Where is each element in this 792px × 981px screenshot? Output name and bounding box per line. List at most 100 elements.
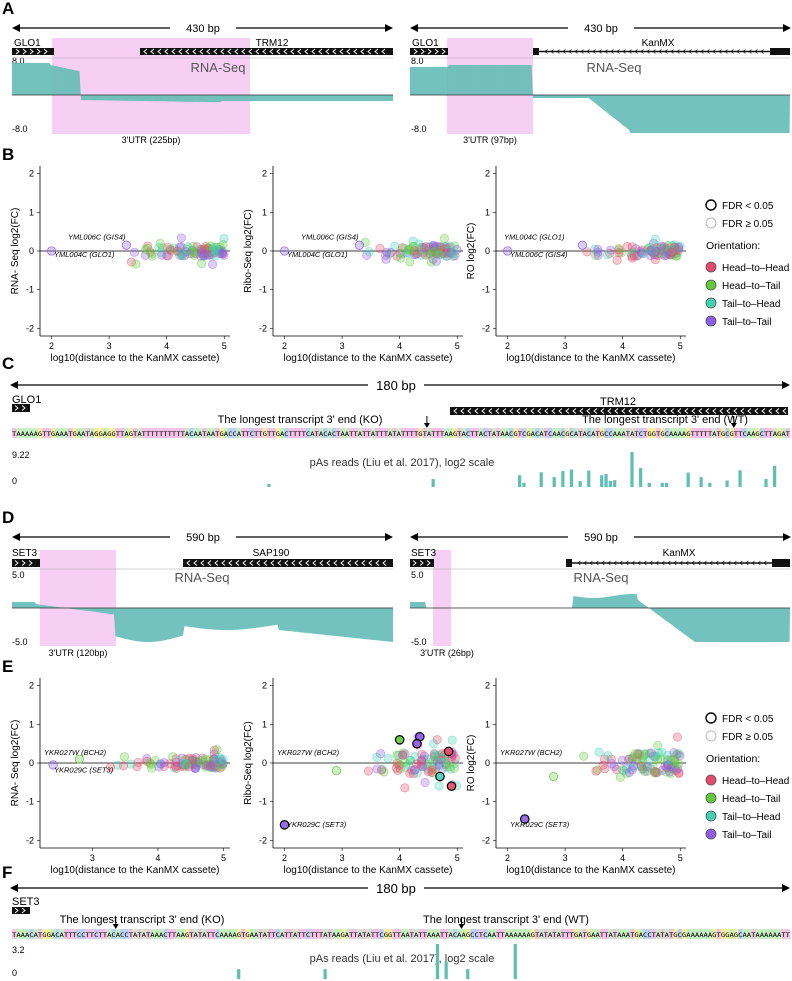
pas-bar <box>323 969 327 979</box>
pas-bar <box>600 475 604 487</box>
data-point <box>405 245 415 255</box>
chevron-left-icon <box>283 48 288 55</box>
data-point <box>119 752 130 762</box>
chevron-left-icon <box>199 48 204 55</box>
gene-annotation: YML006C (GIS4) <box>68 232 126 241</box>
chevron-left-icon <box>235 560 240 566</box>
base-cell <box>470 428 475 438</box>
ko-label-c: The longest transcript 3' end (KO) <box>218 414 383 426</box>
ymax-c: 9.22 <box>12 450 30 460</box>
data-point <box>420 777 430 788</box>
base-cell <box>141 929 147 939</box>
base-cell <box>85 929 90 939</box>
ymin-d-left: -5.0 <box>12 637 28 647</box>
base-cell <box>435 428 441 438</box>
base-cell <box>94 929 99 939</box>
ko-arrow-icon <box>112 924 119 929</box>
chevron-left-icon <box>667 560 671 566</box>
data-point <box>628 752 638 762</box>
data-point <box>375 243 385 254</box>
base-cell <box>530 929 536 939</box>
chevron-left-icon <box>150 48 155 55</box>
chevron-left-icon <box>721 560 725 566</box>
base-cell <box>738 929 743 939</box>
base-cell <box>81 929 86 939</box>
annotated-point <box>279 246 290 256</box>
chevron-left-icon <box>537 408 542 414</box>
pas-bar <box>630 452 634 487</box>
x-tick-label: 5 <box>678 853 683 863</box>
base-cell <box>435 929 441 939</box>
base-cell <box>522 428 527 438</box>
chevron-left-icon <box>381 48 386 55</box>
base-cell <box>517 428 523 438</box>
panel-label-b: B <box>2 145 14 164</box>
data-point <box>633 749 643 759</box>
data-point <box>657 241 667 251</box>
chevron-left-icon <box>495 408 500 414</box>
chevron-left-icon <box>467 408 472 414</box>
base-cell <box>232 428 237 438</box>
chevron-left-icon <box>374 48 379 55</box>
base-cell <box>249 929 255 939</box>
base-cell <box>651 428 657 438</box>
base-cell <box>336 428 341 438</box>
y-tick-label: -1 <box>259 797 267 807</box>
gene-label-sap190: SAP190 <box>253 548 290 559</box>
gene-annotation: YKR029C (SET3) <box>510 820 570 829</box>
chevron-left-icon <box>382 560 387 566</box>
chevron-left-icon <box>691 560 695 566</box>
pas-bar <box>431 479 435 487</box>
base-cell <box>37 929 43 939</box>
base-cell <box>284 428 289 438</box>
base-cell <box>262 428 268 438</box>
chevron-left-icon <box>562 49 566 54</box>
base-cell <box>664 929 670 939</box>
legend-orientation-label: Head–to–Head <box>722 776 789 787</box>
base-cell <box>751 929 756 939</box>
base-cell <box>46 929 52 939</box>
base-cell <box>249 428 255 438</box>
base-cell <box>336 929 341 939</box>
chevron-left-icon <box>164 48 169 55</box>
data-point <box>154 242 164 253</box>
base-cell <box>725 929 730 939</box>
data-point <box>434 781 444 791</box>
legend-orientation-marker <box>705 810 717 822</box>
data-point <box>405 257 415 267</box>
chevron-left-icon <box>782 408 787 414</box>
chevron-left-icon <box>745 560 749 566</box>
gene-label-kanmx-d: KanMX <box>663 548 696 559</box>
base-cell <box>487 428 492 438</box>
base-cell <box>232 929 237 939</box>
base-cell <box>634 428 639 438</box>
x-tick-label: 4 <box>155 853 160 863</box>
chevron-left-icon <box>631 560 635 566</box>
data-point <box>663 755 673 765</box>
base-cell <box>418 428 423 438</box>
base-cell <box>681 929 687 939</box>
base-cell <box>111 929 116 939</box>
base-cell <box>245 929 250 939</box>
chevron-left-icon <box>277 560 282 566</box>
chevron-left-icon <box>724 49 728 54</box>
base-cell <box>664 428 670 438</box>
base-cell <box>457 428 462 438</box>
base-cell <box>236 929 242 939</box>
base-cell <box>504 428 510 438</box>
base-cell <box>694 929 700 939</box>
y-axis-label: RNA- Seq log2(FC) <box>10 720 21 807</box>
base-cell <box>746 428 752 438</box>
base-cell <box>275 929 281 939</box>
base-cell <box>370 428 376 438</box>
chevron-left-icon <box>580 49 584 54</box>
base-cell <box>279 428 285 438</box>
panel-a-left: 430 bp GLO1 TRM12 8.0 RNA-Seq -8.0 3'UTR… <box>11 20 394 145</box>
y-tick-label: -2 <box>26 323 34 333</box>
data-point <box>212 745 222 755</box>
significant-point <box>412 738 422 749</box>
data-point <box>593 247 603 257</box>
base-cell <box>63 929 69 939</box>
chevron-left-icon <box>530 408 535 414</box>
ymin-d-right: -5.0 <box>411 637 427 647</box>
